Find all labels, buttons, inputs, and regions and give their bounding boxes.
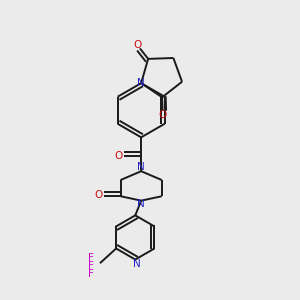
Text: O: O (94, 190, 103, 200)
Text: O: O (133, 40, 141, 50)
Text: O: O (114, 151, 123, 161)
Text: N: N (137, 200, 145, 209)
Text: N: N (137, 162, 145, 172)
Text: O: O (159, 110, 167, 120)
Text: F: F (88, 269, 94, 279)
Text: N: N (137, 78, 145, 88)
Text: F: F (88, 261, 94, 271)
Text: N: N (133, 259, 141, 269)
Text: F: F (88, 253, 94, 263)
